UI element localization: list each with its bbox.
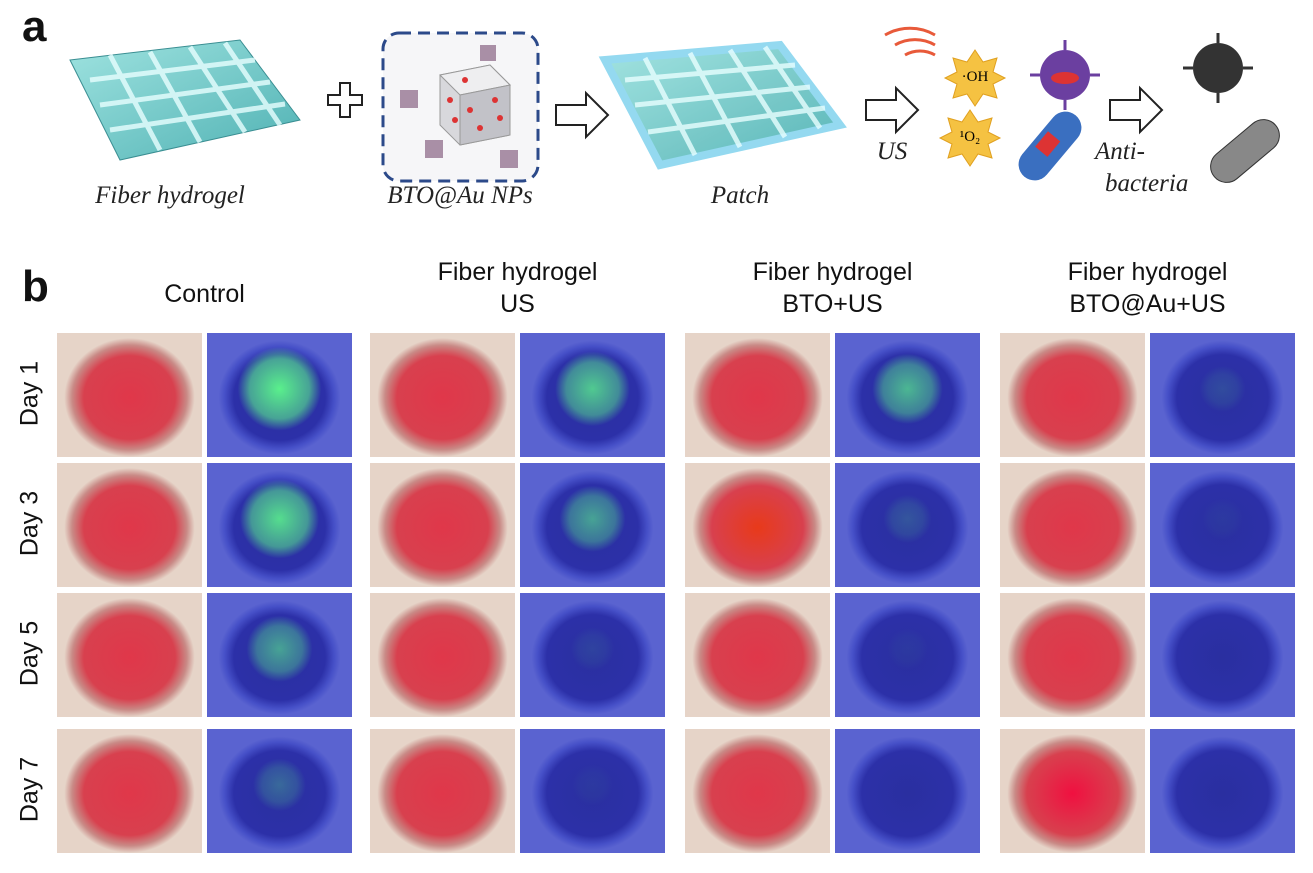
fluorescence-photo [1150,593,1295,717]
eye-photo [57,463,202,587]
nanoparticle [400,45,518,168]
star [943,49,1007,107]
fluorescence-photo [207,333,352,457]
arrow [1109,85,1164,135]
eye-photo [370,333,515,457]
column-header-line: BTO+US [782,290,883,318]
row-label: Day 5 [15,620,44,687]
row-label: Day 7 [15,756,44,823]
fluorescence-photo [1150,463,1295,587]
caption: Anti- [1095,138,1145,165]
row-label: Day 1 [15,360,44,427]
dead-virus [1183,33,1253,103]
dead-bacterium [1210,119,1280,183]
eye-photo [1000,729,1145,853]
fiber-hydrogel [69,39,301,161]
panel-label: b [22,262,49,311]
row-label: Day 3 [15,490,44,557]
fluorescence-photo [835,463,980,587]
virus [1030,40,1100,110]
eye-photo [1000,463,1145,587]
caption: bacteria [1105,170,1189,197]
column-header-line: US [500,290,535,318]
arrow [865,85,920,135]
eye-photo [57,729,202,853]
eye-photo [370,593,515,717]
caption: Fiber hydrogel [95,182,245,209]
fluorescence-photo [520,463,665,587]
eye-photo [57,593,202,717]
plus [327,82,363,118]
fluorescence-photo [207,729,352,853]
fluorescence-photo [520,729,665,853]
caption: Patch [710,182,770,209]
schematic: ·OH ¹O₂ [69,26,1280,183]
fluorescence-photo [1150,729,1295,853]
column-header: Fiber hydrogel BTO@Au+US [1000,256,1295,320]
star [938,109,1002,167]
column-header-line: Control [164,280,245,308]
caption: BTO@Au NPs [387,182,533,209]
eye-photo [685,593,830,717]
fluorescence-photo [1150,333,1295,457]
fluorescence-photo [835,729,980,853]
column-header-line: Fiber hydrogel [752,258,913,286]
eye-photo [370,729,515,853]
column-header: Control [57,278,352,310]
eye-photo [1000,333,1145,457]
caption: US [876,138,908,165]
eye-photo [1000,593,1145,717]
arrow [555,90,610,140]
column-header: Fiber hydrogel BTO+US [685,256,980,320]
patch [598,40,847,170]
panel-label: a [22,2,47,51]
eye-photo [370,463,515,587]
column-header-line: Fiber hydrogel [437,258,598,286]
fluorescence-photo [835,593,980,717]
eye-photo [685,463,830,587]
fluorescence-photo [207,593,352,717]
bacterium [1018,111,1082,181]
ultrasound-waves [884,26,936,57]
species-label: ·OH [962,69,989,85]
column-header-line: BTO@Au+US [1069,290,1226,318]
species-label: ¹O₂ [960,129,981,145]
column-header: Fiber hydrogel US [370,256,665,320]
eye-photo [57,333,202,457]
eye-photo [685,333,830,457]
column-header-line: Fiber hydrogel [1067,258,1228,286]
fluorescence-photo [207,463,352,587]
fluorescence-photo [520,593,665,717]
fluorescence-photo [835,333,980,457]
fluorescence-photo [520,333,665,457]
eye-photo [685,729,830,853]
